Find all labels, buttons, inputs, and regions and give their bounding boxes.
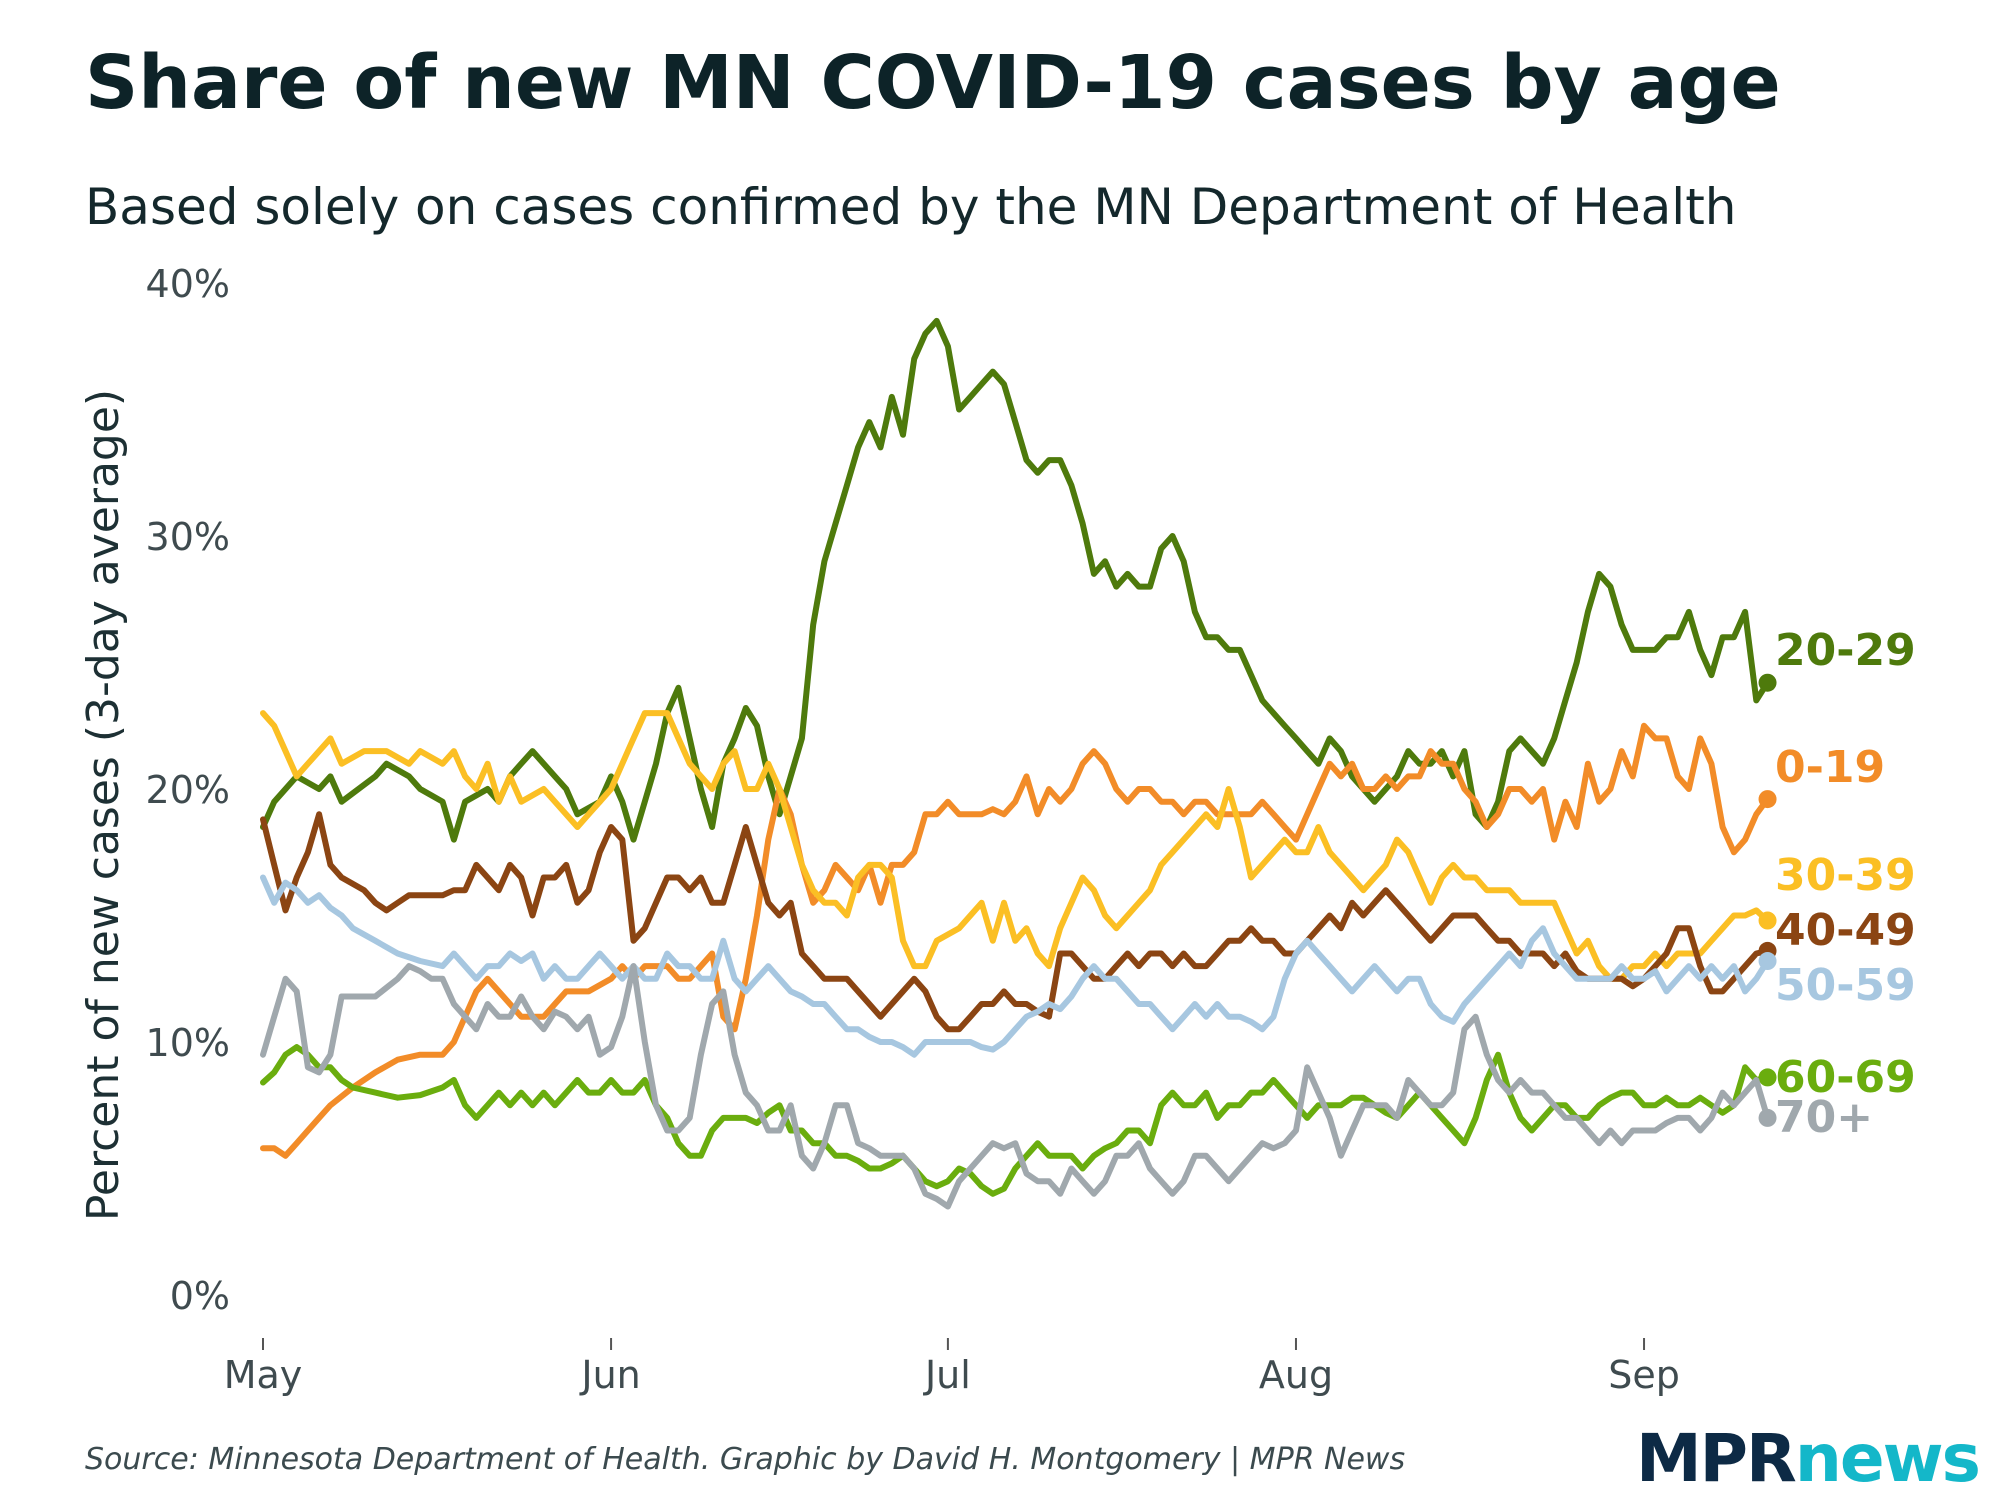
series-line-70+ [260, 963, 1771, 1210]
series-line-50-59 [260, 874, 1771, 1058]
series-line-60-69 [260, 1044, 1771, 1197]
series-endpoint-60-69 [1758, 1068, 1777, 1087]
y-axis-label: Percent of new cases (3-day average) [78, 389, 129, 1221]
y-axis: 0% 10% 20% 30% 40% [146, 262, 230, 1318]
y-tick-label: 10% [146, 1021, 230, 1065]
x-tick-label: Jun [579, 1353, 640, 1397]
series-group [260, 317, 1777, 1210]
series-label-20-29: 20-29 [1775, 625, 1916, 676]
x-tick-label: Aug [1259, 1353, 1333, 1397]
series-label-60-69: 60-69 [1775, 1052, 1916, 1103]
chart-subtitle: Based solely on cases confirmed by the M… [85, 178, 1737, 236]
mpr-news-logo: MPRnews [1636, 1420, 1981, 1497]
x-tick-label: May [224, 1353, 303, 1397]
series-line-40-49 [260, 811, 1771, 1033]
series-endpoint-50-59 [1758, 952, 1777, 971]
x-axis: May Jun Jul Aug Sep [224, 1338, 1680, 1397]
series-line-0-19 [260, 722, 1771, 1159]
logo-news: news [1794, 1420, 1981, 1497]
x-tick-label: Sep [1608, 1353, 1680, 1397]
x-tick-label: Jul [923, 1353, 971, 1397]
series-label-30-39: 30-39 [1775, 850, 1916, 901]
series-endpoint-20-29 [1758, 673, 1777, 692]
y-tick-label: 30% [146, 515, 230, 559]
series-label-0-19: 0-19 [1775, 742, 1885, 793]
series-line-30-39 [260, 710, 1771, 982]
line-chart: 0% 10% 20% 30% 40% May Jun Jul Aug Sep Percent o… [78, 262, 1916, 1397]
source-note: Source: Minnesota Department of Health. … [85, 1442, 1406, 1477]
series-endpoint-30-39 [1758, 911, 1777, 930]
series-label-40-49: 40-49 [1775, 905, 1916, 956]
series-label-70+: 70+ [1775, 1092, 1873, 1143]
series-endpoint-70+ [1758, 1108, 1777, 1127]
y-tick-label: 0% [170, 1274, 230, 1318]
series-label-50-59: 50-59 [1775, 960, 1916, 1011]
y-tick-label: 20% [146, 768, 230, 812]
logo-mpr: MPR [1636, 1420, 1797, 1497]
series-endpoint-0-19 [1758, 790, 1777, 809]
chart-title: Share of new MN COVID-19 cases by age [85, 40, 1781, 126]
y-tick-label: 40% [146, 262, 230, 306]
